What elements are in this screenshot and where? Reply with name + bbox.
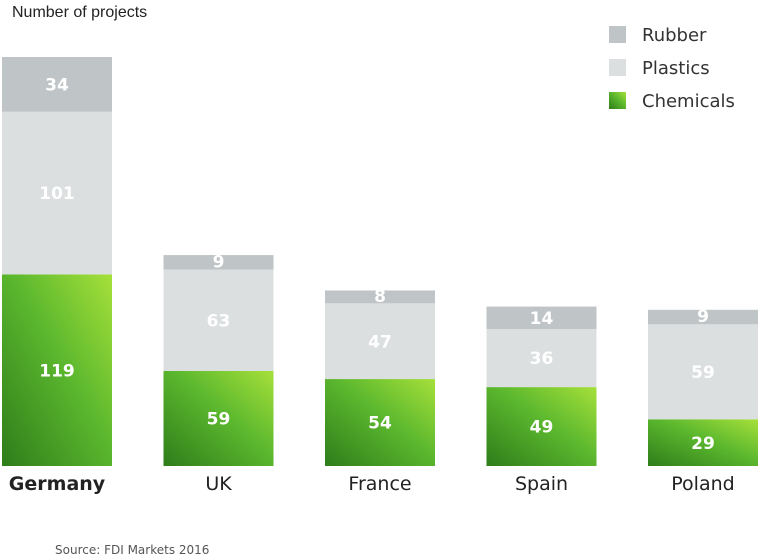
category-label-poland: Poland — [671, 473, 734, 495]
data-label-poland-chemicals: 29 — [691, 434, 715, 454]
bar-germany-plastics — [2, 111, 112, 275]
bar-uk-plastics — [163, 269, 274, 371]
bar-germany-rubber — [2, 57, 112, 112]
data-label-germany-plastics: 101 — [39, 184, 75, 204]
category-label-france: France — [348, 473, 411, 495]
legend-swatch-plastics — [609, 59, 626, 76]
legend: Rubber Plastics Chemicals — [609, 25, 735, 112]
bar-uk-rubber — [163, 255, 274, 270]
category-label-uk: UK — [205, 473, 232, 495]
bar-poland-rubber — [648, 309, 758, 325]
legend-swatch-chemicals — [609, 92, 626, 109]
bar-france-chemicals — [325, 379, 435, 466]
bar-spain-chemicals — [486, 387, 597, 466]
data-label-france-rubber: 8 — [374, 287, 386, 307]
category-label-germany: Germany — [9, 473, 106, 495]
bar-germany-chemicals — [2, 274, 112, 466]
data-label-poland-plastics: 59 — [691, 363, 715, 383]
bar-uk-chemicals — [163, 371, 274, 466]
bars-group: 119 101 34 59 63 9 54 47 8 49 36 14 29 59 9 — [2, 57, 758, 466]
bar-poland-chemicals — [648, 419, 758, 466]
source-note: Source: FDI Markets 2016 — [55, 543, 209, 557]
category-labels: Germany UK France Spain Poland — [9, 473, 735, 495]
data-label-uk-rubber: 9 — [213, 252, 225, 272]
category-label-spain: Spain — [515, 473, 568, 495]
legend-label-rubber: Rubber — [642, 25, 707, 46]
data-label-germany-rubber: 34 — [45, 75, 69, 95]
data-label-france-plastics: 47 — [368, 332, 392, 352]
data-label-spain-chemicals: 49 — [530, 418, 554, 438]
legend-label-chemicals: Chemicals — [642, 91, 735, 112]
data-label-uk-plastics: 63 — [207, 311, 231, 331]
legend-label-plastics: Plastics — [642, 58, 710, 79]
bar-france-rubber — [325, 290, 435, 304]
data-label-spain-plastics: 36 — [530, 349, 554, 369]
data-label-poland-rubber: 9 — [697, 307, 709, 327]
y-axis-label: Number of projects — [12, 4, 147, 21]
bar-france-plastics — [325, 303, 435, 380]
data-label-germany-chemicals: 119 — [39, 361, 75, 381]
data-label-uk-chemicals: 59 — [207, 410, 231, 430]
data-label-france-chemicals: 54 — [368, 414, 392, 434]
bar-spain-plastics — [486, 329, 597, 388]
bar-poland-plastics — [648, 324, 758, 420]
bar-spain-rubber — [486, 306, 597, 330]
data-label-spain-rubber: 14 — [530, 309, 554, 329]
legend-swatch-rubber — [609, 26, 626, 43]
